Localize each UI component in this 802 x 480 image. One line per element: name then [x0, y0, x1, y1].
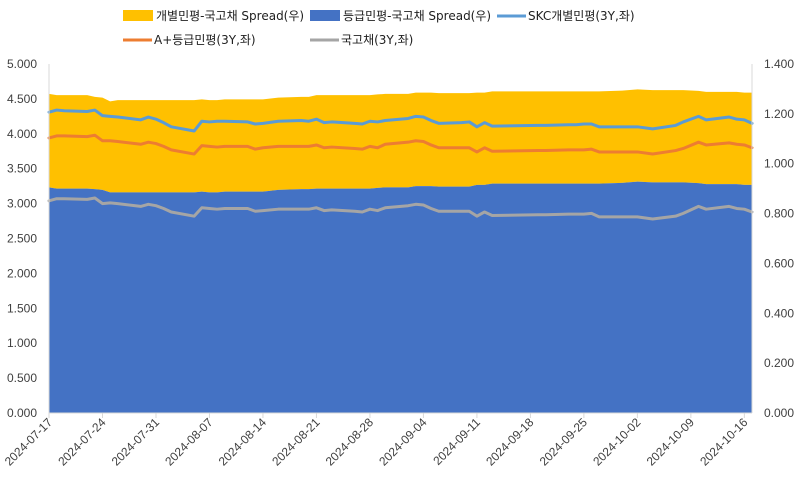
y-right-tick-label: 0.000: [764, 406, 794, 420]
x-tick-label: 2024-07-31: [109, 415, 163, 469]
legend-item-deunggeup-spread: 등급민평-국고채 Spread(우): [310, 9, 491, 23]
x-tick-label: 2024-07-24: [55, 415, 109, 469]
legend-label-skc: SKC개별민평(3Y,좌): [528, 9, 635, 23]
legend-label-deunggeup-spread: 등급민평-국고채 Spread(우): [343, 9, 491, 23]
x-tick-label: 2024-10-09: [644, 415, 698, 469]
y-right-tick-label: 0.600: [764, 256, 794, 270]
y-left-tick-label: 1.500: [7, 301, 37, 315]
y-left-tick-label: 2.000: [7, 266, 37, 280]
legend-item-gaebyeol-spread: 개별민평-국고채 Spread(우): [123, 9, 304, 23]
x-tick-label: 2024-08-28: [323, 415, 377, 469]
x-tick-label: 2024-07-17: [2, 415, 56, 469]
y-right-tick-label: 1.400: [764, 57, 794, 71]
legend-swatch-deunggeup-spread: [310, 10, 340, 21]
series-area-deunggeup-spread: [49, 181, 752, 413]
series-line-aplus: [47, 133, 754, 156]
y-right-tick-label: 0.200: [764, 356, 794, 370]
x-tick-label: 2024-09-11: [430, 415, 483, 468]
y-left-tick-label: 0.500: [7, 371, 37, 385]
y-left-tick-label: 4.500: [7, 92, 37, 106]
x-tick-label: 2024-09-18: [483, 415, 537, 469]
y-left-tick-label: 5.000: [7, 57, 37, 71]
legend-item-gukgochae: 국고채(3Y,좌): [310, 33, 413, 47]
y-right-tick-label: 0.400: [764, 306, 794, 320]
series-line-skc: [47, 108, 754, 133]
legend: 개별민평-국고채 Spread(우) 등급민평-국고채 Spread(우) SK…: [123, 9, 635, 47]
x-tick-label: 2024-08-07: [162, 415, 216, 469]
y-right-tick-label: 0.800: [764, 207, 794, 221]
legend-label-gaebyeol-spread: 개별민평-국고채 Spread(우): [156, 9, 304, 23]
y-left-tick-label: 2.500: [7, 232, 37, 246]
series-area-gaebyeol-spread: [49, 89, 752, 193]
y-left-tick-label: 1.000: [7, 336, 37, 350]
y-left-tick-label: 3.500: [7, 162, 37, 176]
y-left-tick-label: 0.000: [7, 406, 37, 420]
y-right-tick-label: 1.000: [764, 157, 794, 171]
legend-item-skc: SKC개별민평(3Y,좌): [497, 9, 635, 23]
y-left-tick-label: 3.000: [7, 197, 37, 211]
x-tick-label: 2024-09-25: [537, 415, 591, 469]
x-tick-label: 2024-08-14: [216, 415, 270, 469]
plot-area: [47, 89, 754, 413]
x-tick-label: 2024-10-16: [697, 415, 751, 469]
legend-item-aplus: A+등급민평(3Y,좌): [123, 33, 256, 47]
x-tick-label: 2024-10-02: [590, 415, 644, 469]
legend-label-aplus: A+등급민평(3Y,좌): [154, 33, 256, 47]
y-left-tick-label: 4.000: [7, 127, 37, 141]
y-right-tick-label: 1.200: [764, 107, 794, 121]
x-tick-label: 2024-08-21: [269, 415, 323, 469]
x-tick-label: 2024-09-04: [376, 415, 430, 469]
legend-label-gukgochae: 국고채(3Y,좌): [341, 33, 413, 47]
series-line-gukgochae: [47, 196, 754, 221]
legend-swatch-gaebyeol-spread: [123, 10, 153, 21]
